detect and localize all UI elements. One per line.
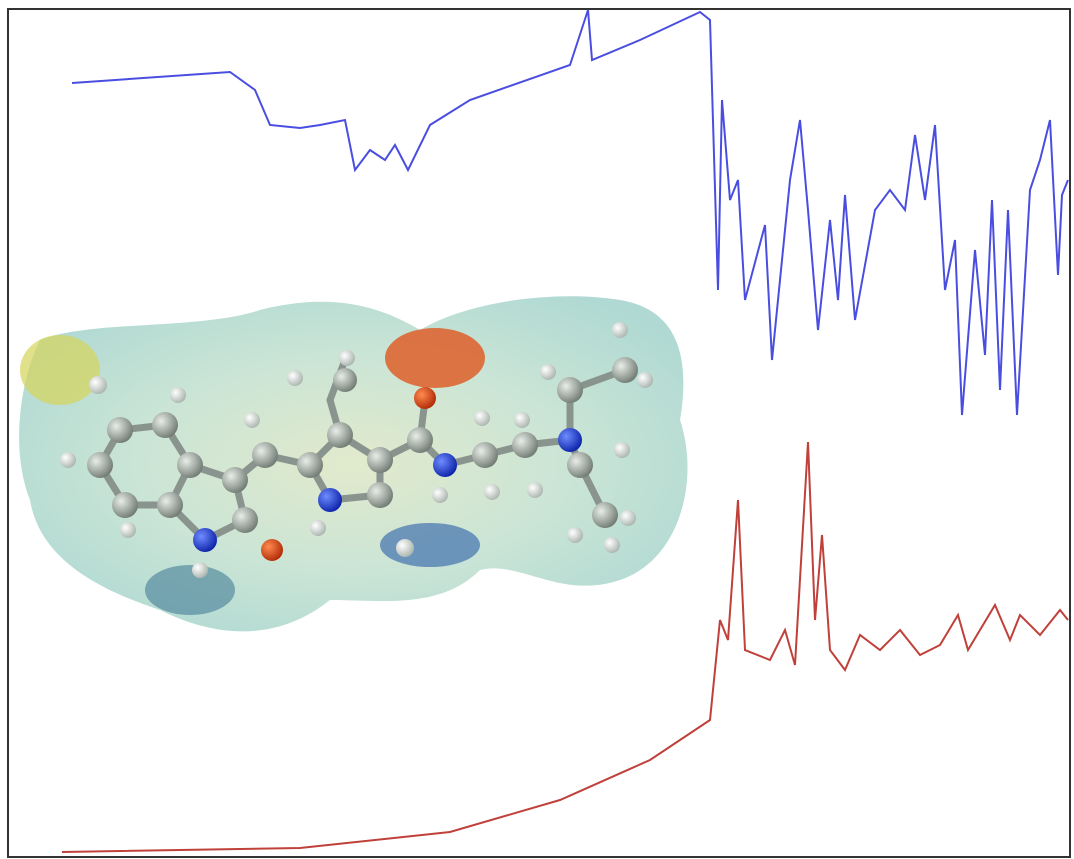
frame (7, 8, 1071, 858)
raman-spectrum (61, 441, 1069, 853)
potential-surface (19, 296, 688, 632)
surface-region (380, 523, 480, 567)
surface-region (385, 328, 485, 388)
molecule (19, 296, 688, 632)
surface-region (145, 565, 235, 615)
surface-region (20, 335, 100, 405)
atoms (60, 322, 653, 578)
ir-spectrum (71, 9, 1069, 416)
